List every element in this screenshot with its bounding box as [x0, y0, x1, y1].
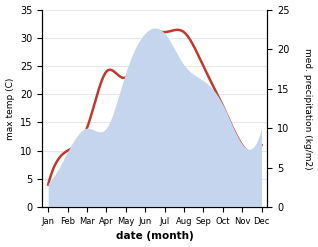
- Y-axis label: med. precipitation (kg/m2): med. precipitation (kg/m2): [303, 48, 313, 169]
- Y-axis label: max temp (C): max temp (C): [5, 77, 15, 140]
- X-axis label: date (month): date (month): [116, 231, 194, 242]
